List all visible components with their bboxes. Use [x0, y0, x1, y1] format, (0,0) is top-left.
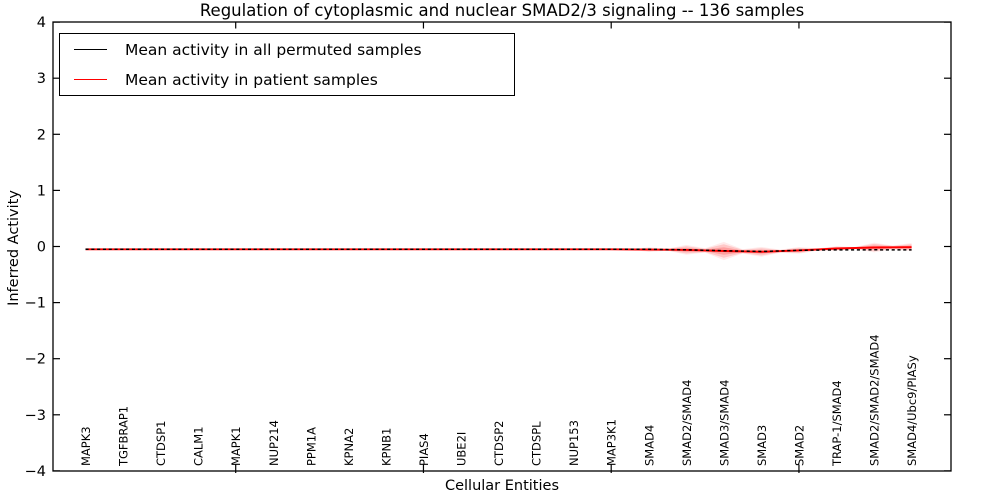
x-category-label: MAP3K1: [605, 419, 619, 466]
x-category-label: SMAD3/SMAD4: [717, 380, 731, 466]
x-category-label: SMAD2: [792, 425, 806, 466]
legend-line-black: [74, 49, 107, 50]
y-axis-label: Inferred Activity: [6, 190, 22, 306]
x-axis-label: Cellular Entities: [444, 478, 560, 494]
x-category-label: CTDSPL: [530, 421, 544, 466]
legend-entry-patient: Mean activity in patient samples: [60, 65, 514, 95]
x-category-label: SMAD4/Ubc9/PIASy: [905, 355, 919, 466]
legend-label: Mean activity in patient samples: [125, 70, 378, 89]
x-category-label: UBE2I: [455, 432, 469, 466]
y-tick-label: −4: [25, 464, 46, 480]
x-category-label: MAPK1: [229, 426, 243, 466]
x-category-label: TRAP-1/SMAD4: [830, 380, 844, 467]
y-tick-label: 3: [37, 71, 46, 87]
x-category-label: PPM1A: [304, 427, 318, 466]
y-tick-label: 4: [37, 15, 46, 31]
chart-title: Regulation of cytoplasmic and nuclear SM…: [199, 1, 805, 20]
permuted-mean-line: [85, 248, 912, 253]
legend-label: Mean activity in all permuted samples: [125, 40, 422, 59]
y-tick-label: −3: [25, 408, 46, 424]
y-tick-label: 0: [37, 240, 46, 256]
x-category-label: NUP214: [267, 420, 281, 466]
x-category-label: KPNA2: [342, 428, 356, 466]
x-category-label: TGFBRAP1: [117, 406, 131, 467]
x-category-label: CTDSP2: [492, 421, 506, 466]
x-category-label: KPNB1: [379, 428, 393, 466]
y-tick-label: 1: [37, 183, 46, 199]
y-tick-label: 2: [37, 127, 46, 143]
x-category-label: SMAD4: [642, 425, 656, 466]
x-category-label: SMAD2/SMAD2/SMAD4: [868, 334, 882, 466]
x-category-label: SMAD2/SMAD4: [680, 380, 694, 466]
legend-entry-permuted: Mean activity in all permuted samples: [60, 35, 514, 65]
x-category-label: CTDSP1: [154, 421, 168, 466]
legend: Mean activity in all permuted samples Me…: [59, 33, 515, 96]
x-category-label: CALM1: [192, 426, 206, 466]
x-category-label: MAPK3: [79, 426, 93, 466]
y-tick-label: −1: [25, 296, 46, 312]
x-category-label: PIAS4: [417, 433, 431, 466]
x-category-label: SMAD3: [755, 425, 769, 466]
y-tick-label: −2: [25, 352, 46, 368]
x-category-label: NUP153: [567, 420, 581, 466]
legend-line-red: [74, 79, 107, 80]
